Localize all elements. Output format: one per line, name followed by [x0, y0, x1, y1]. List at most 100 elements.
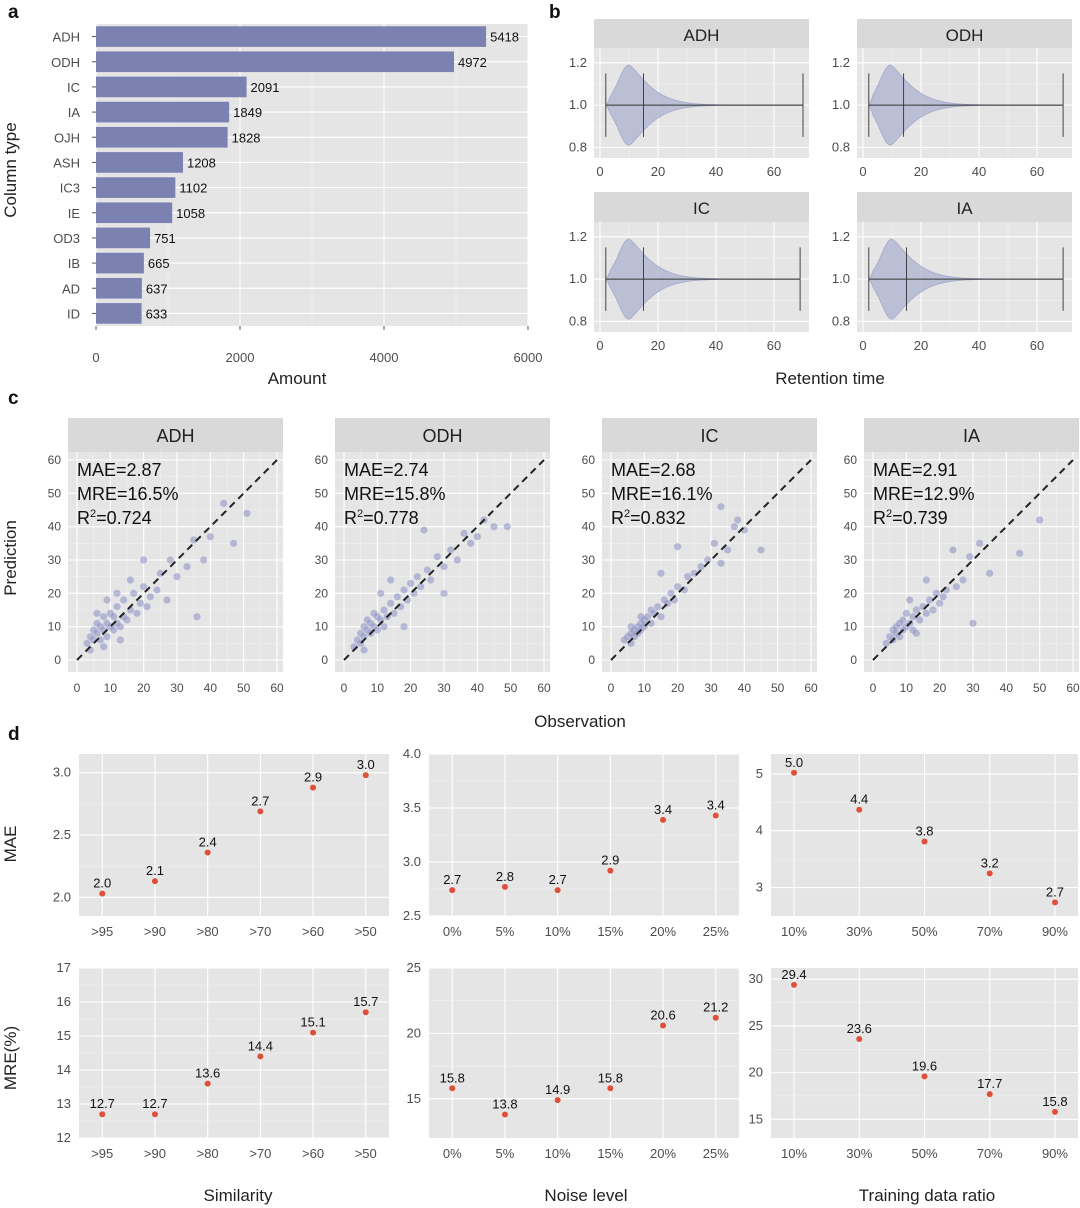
- panel-letter-a: a: [8, 2, 19, 23]
- scatter-point: [627, 623, 635, 631]
- panel-letter-c: c: [8, 388, 19, 409]
- violin-x-tick-label: 20: [914, 338, 928, 353]
- dot-value-label: 3.2: [981, 855, 999, 870]
- scatter-y-tick-label: 40: [315, 520, 329, 534]
- dot-x-tick-label: 0%: [443, 1146, 462, 1161]
- r2-annotation: R2=0.778: [344, 508, 419, 528]
- mae-annotation: MAE=2.91: [873, 460, 958, 480]
- violin-x-tick-label: 0: [859, 338, 866, 353]
- dot-value-label: 2.7: [251, 793, 269, 808]
- scatter-y-tick-label: 40: [48, 520, 62, 534]
- scatter-x-tick-label: 50: [504, 681, 518, 695]
- dot-value-label: 3.8: [915, 824, 933, 839]
- dot-y-tick-label: 3.0: [53, 765, 71, 780]
- violin-y-tick-label: 1.0: [832, 97, 850, 112]
- dot-value-label: 4.4: [850, 792, 868, 807]
- panel-c-xlabel: Observation: [534, 712, 626, 731]
- scatter-point: [103, 596, 111, 604]
- dot-y-tick-label: 30: [749, 971, 763, 986]
- scatter-x-tick-label: 50: [237, 681, 251, 695]
- violin-facet-title: IC: [693, 199, 710, 218]
- dot-point: [449, 1085, 456, 1092]
- dot-x-tick-label: 5%: [496, 1146, 515, 1161]
- scatter-point: [123, 616, 131, 624]
- dot-y-tick-label: 4.0: [403, 746, 421, 761]
- mae-annotation: MAE=2.87: [77, 460, 162, 480]
- scatter-point: [100, 643, 108, 651]
- scatter-point: [110, 626, 118, 634]
- scatter-point: [922, 609, 930, 617]
- panel-b-violin-facets: ADH 0 20 40 60 0.8 1.0 1.2 ODH 0 20 40 60 0.8 1.0 1.2 IC…: [569, 19, 1072, 353]
- scatter-point: [407, 579, 415, 587]
- scatter-point: [200, 556, 208, 564]
- bar-value-label: 1102: [179, 181, 207, 196]
- scatter-point: [1036, 516, 1044, 524]
- scatter-x-tick-label: 30: [437, 681, 451, 695]
- scatter-point: [717, 559, 725, 567]
- scatter-x-tick-label: 40: [738, 681, 752, 695]
- scatter-point: [130, 589, 138, 597]
- scatter-point: [100, 613, 108, 621]
- scatter-point: [400, 586, 408, 594]
- scatter-point: [113, 603, 121, 611]
- panel-a-y-tick-label: ADH: [53, 30, 80, 45]
- scatter-y-tick-label: 40: [582, 520, 596, 534]
- panel-a-y-tick-label: IC: [67, 80, 80, 95]
- dot-point: [1051, 1108, 1058, 1115]
- scatter-point: [173, 573, 181, 581]
- scatter-point: [373, 626, 381, 634]
- dot-value-label: 13.8: [492, 1096, 517, 1111]
- scatter-point: [146, 593, 154, 601]
- dot-x-tick-label: >80: [197, 1146, 219, 1161]
- scatter-x-tick-label: 60: [270, 681, 284, 695]
- r2-annotation: R2=0.724: [77, 508, 152, 528]
- dot-point: [99, 1111, 106, 1118]
- dot-y-tick-label: 3.0: [403, 854, 421, 869]
- scatter-x-tick-label: 20: [404, 681, 418, 695]
- scatter-point: [710, 539, 718, 547]
- scatter-facet-title: IA: [963, 426, 980, 446]
- scatter-point: [110, 613, 118, 621]
- scatter-y-tick-label: 10: [48, 620, 62, 634]
- bar-adh: [96, 26, 487, 47]
- dot-value-label: 21.2: [703, 1000, 728, 1015]
- r2-prefix: R: [77, 508, 90, 528]
- violin-x-tick-label: 0: [596, 164, 603, 179]
- dot-point: [607, 867, 614, 874]
- scatter-y-tick-label: 30: [315, 553, 329, 567]
- dot-x-tick-label: 15%: [597, 1146, 623, 1161]
- scatter-point: [460, 529, 468, 537]
- dot-x-tick-label: 25%: [703, 1146, 729, 1161]
- violin-y-tick-label: 1.2: [832, 229, 850, 244]
- dot-point: [151, 878, 158, 885]
- scatter-point: [380, 606, 388, 614]
- dot-y-tick-label: 2.5: [403, 908, 421, 923]
- dot-value-label: 14.4: [248, 1038, 273, 1053]
- dot-point: [554, 887, 561, 894]
- scatter-x-tick-label: 30: [704, 681, 718, 695]
- violin-x-tick-label: 60: [767, 338, 781, 353]
- dot-x-tick-label: 30%: [846, 1146, 872, 1161]
- violin-facet-strip: [594, 192, 809, 222]
- dot-value-label: 19.6: [912, 1058, 937, 1073]
- dot-y-tick-label: 14: [57, 1062, 71, 1077]
- scatter-point: [103, 633, 111, 641]
- panel-a-y-tick-label: IC3: [60, 181, 80, 196]
- scatter-point: [230, 539, 238, 547]
- dot-point: [204, 849, 211, 856]
- dot-value-label: 2.1: [146, 863, 164, 878]
- scatter-point: [140, 556, 148, 564]
- panel-a-y-tick-label: OD3: [53, 231, 80, 246]
- dot-point: [257, 808, 264, 815]
- dot-point: [257, 1053, 264, 1060]
- dot-value-label: 29.4: [781, 967, 806, 982]
- violin-facet-title: ODH: [946, 26, 984, 45]
- violin-y-tick-label: 1.0: [569, 271, 587, 286]
- dot-x-tick-label: 10%: [545, 924, 571, 939]
- scatter-point: [969, 619, 977, 627]
- dot-point: [151, 1111, 158, 1118]
- panel-d-xlabel-training: Training data ratio: [859, 1186, 995, 1205]
- scatter-y-tick-label: 60: [582, 453, 596, 467]
- scatter-point: [193, 613, 201, 621]
